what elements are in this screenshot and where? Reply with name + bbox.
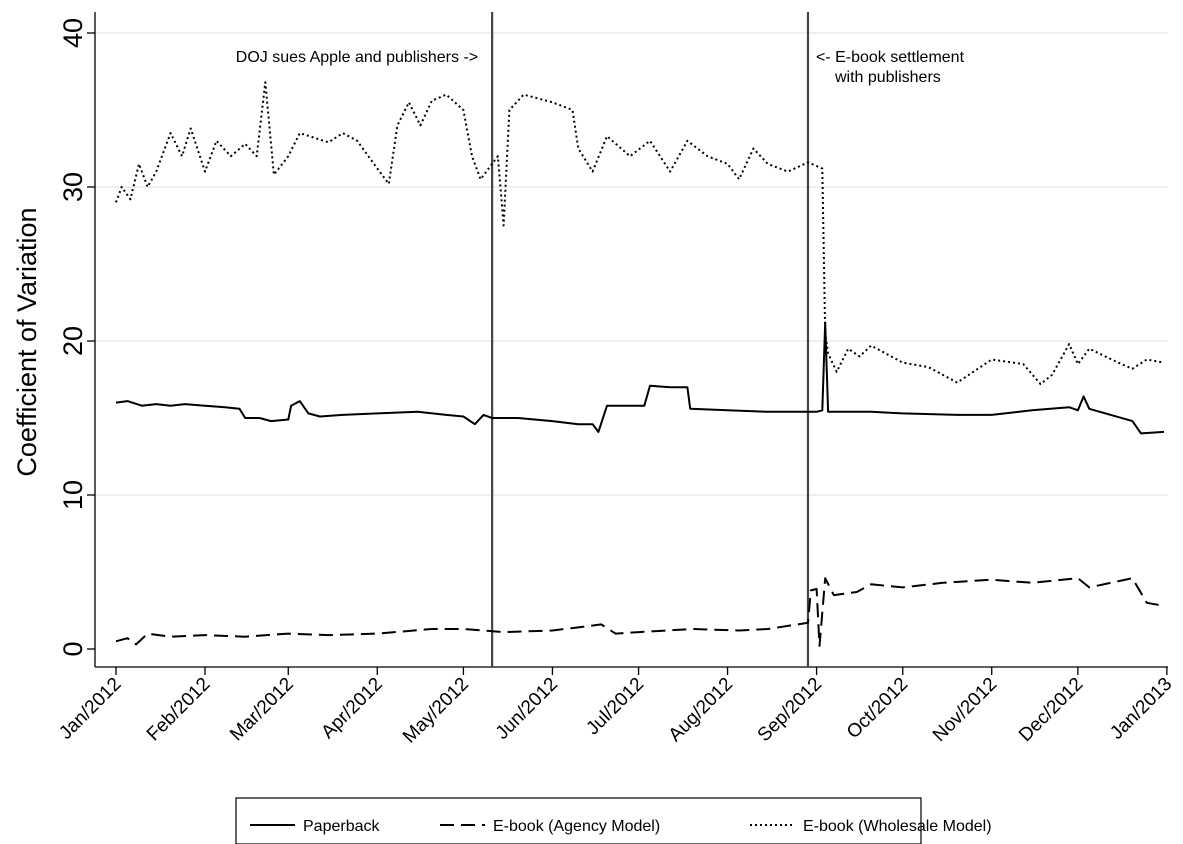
series-line-dotted: [115, 81, 1165, 386]
event-annotation: with publishers: [834, 69, 941, 86]
gridlines: [95, 32, 1168, 496]
legend-entry: E-book (Wholesale Model): [803, 818, 992, 835]
legend-entry: Paperback: [303, 818, 380, 835]
series-line-dashed: [115, 577, 1165, 647]
event-annotation: <- E-book settlement: [816, 49, 965, 66]
y-tick-label: 10: [58, 480, 88, 510]
y-tick-label: 30: [58, 172, 88, 202]
series-line-solid: [115, 321, 1165, 435]
legend-entry: E-book (Agency Model): [493, 818, 660, 835]
y-axis: 0 10 20 30 40: [58, 12, 96, 667]
event-annotation: DOJ sues Apple and publishers ->: [236, 49, 478, 66]
event-lines: DOJ sues Apple and publishers -> <- E-boo…: [236, 12, 965, 667]
y-tick-label: 0: [58, 641, 88, 656]
y-tick-label: 20: [58, 326, 88, 356]
legend: Paperback E-book (Agency Model) E-book (Wh…: [235, 797, 992, 844]
series-lines: [115, 81, 1165, 647]
y-tick-label: 40: [58, 18, 88, 48]
y-axis-label: Coefficient of Variation: [12, 207, 42, 476]
legend-box: [235, 797, 922, 844]
